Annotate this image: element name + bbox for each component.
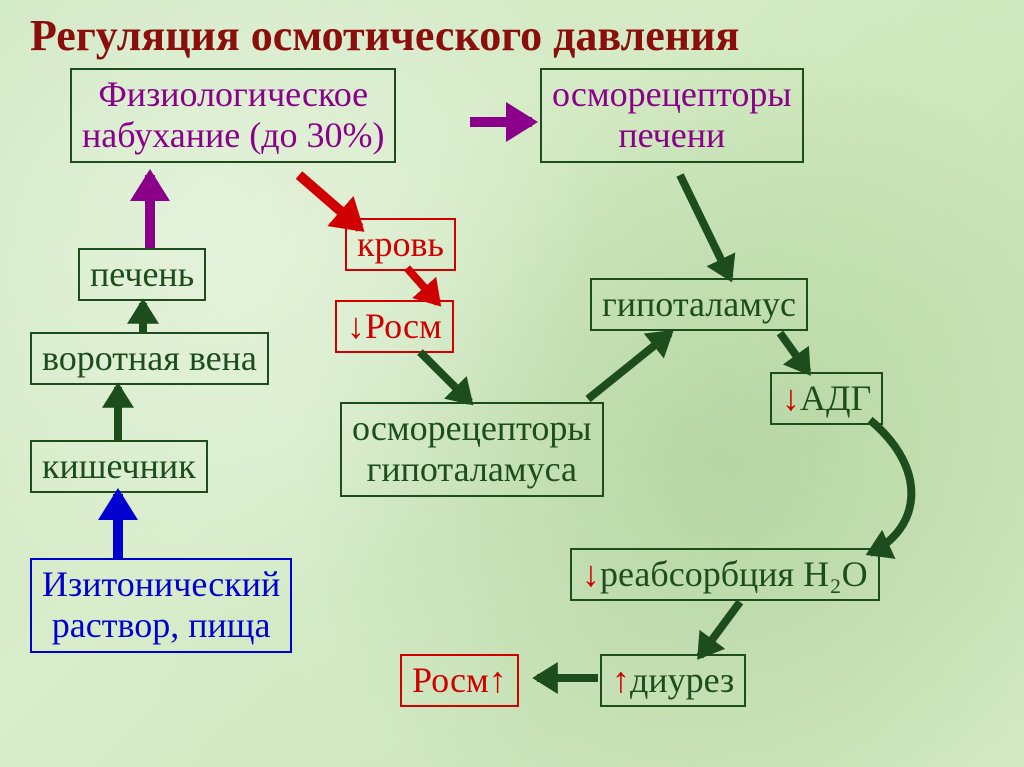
node-portal-vein: воротная вена [30,332,269,385]
node-posm2: Росм↑ [400,654,519,707]
node-intestine: кишечник [30,440,208,493]
node-osmo-hypo: осморецепторыгипоталамуса [340,402,604,497]
diagram-title: Регуляция осмотического давления [30,10,739,61]
node-posm: ↓Росм [335,300,454,353]
node-osmo-liver: осморецепторыпечени [540,68,804,163]
diagram-canvas: { "title": { "text": "Регуляция осмотиче… [0,0,1024,767]
node-hypothalamus: гипоталамус [590,278,808,331]
node-liver: печень [78,248,206,301]
node-diuresis: ↑диурез [600,654,746,707]
node-adh: ↓АДГ [770,372,883,425]
node-blood: кровь [345,218,456,271]
node-reabsorb: ↓реабсорбция H₂O [570,548,880,601]
node-phys-swell: Физиологическоенабухание (до 30%) [70,68,396,163]
node-isotonic: Изитоническийраствор, пища [30,558,292,653]
